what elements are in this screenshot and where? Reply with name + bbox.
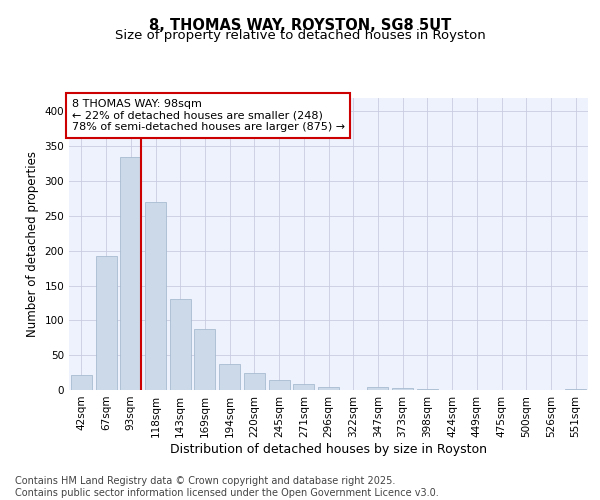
Bar: [392, 388, 413, 390]
Bar: [269, 380, 290, 390]
Bar: [170, 300, 191, 390]
Bar: [367, 387, 388, 390]
Bar: [95, 256, 116, 390]
Text: Contains HM Land Registry data © Crown copyright and database right 2025.
Contai: Contains HM Land Registry data © Crown c…: [15, 476, 439, 498]
Bar: [565, 388, 586, 390]
Bar: [71, 374, 92, 390]
Bar: [318, 386, 339, 390]
Bar: [293, 384, 314, 390]
Bar: [194, 330, 215, 390]
Text: 8 THOMAS WAY: 98sqm
← 22% of detached houses are smaller (248)
78% of semi-detac: 8 THOMAS WAY: 98sqm ← 22% of detached ho…: [71, 99, 345, 132]
X-axis label: Distribution of detached houses by size in Royston: Distribution of detached houses by size …: [170, 442, 487, 456]
Text: Size of property relative to detached houses in Royston: Size of property relative to detached ho…: [115, 29, 485, 42]
Bar: [120, 156, 141, 390]
Text: 8, THOMAS WAY, ROYSTON, SG8 5UT: 8, THOMAS WAY, ROYSTON, SG8 5UT: [149, 18, 451, 32]
Bar: [219, 364, 240, 390]
Y-axis label: Number of detached properties: Number of detached properties: [26, 151, 39, 337]
Bar: [244, 372, 265, 390]
Bar: [145, 202, 166, 390]
